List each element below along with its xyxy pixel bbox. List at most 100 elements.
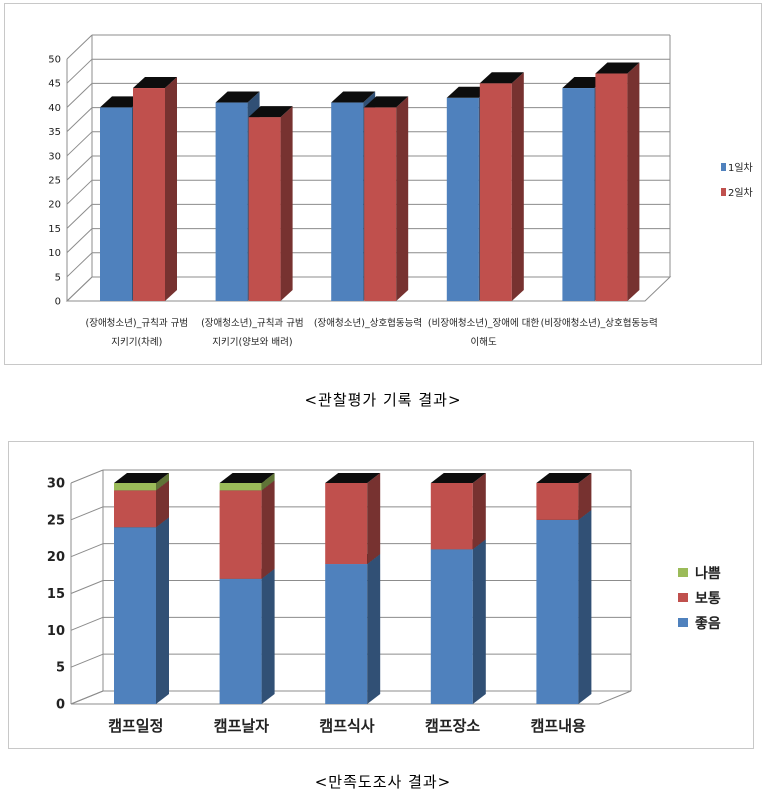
x-tick-label: (장애청소년)_상호협동능력 — [314, 317, 422, 329]
x-tick-label-line: 지키기(양보와 배려) — [212, 336, 292, 348]
floor — [70, 690, 632, 705]
bar-2-4 — [479, 72, 524, 301]
bar-2-3-top — [325, 473, 381, 483]
x-tick-label-line: (장애청소년)_규칙과 규범 — [201, 318, 304, 329]
caption-observation: <관찰평가 기록 결과> — [304, 391, 462, 409]
bar-2-4-side — [472, 473, 486, 550]
caption-satisfaction: <만족도조사 결과> — [314, 773, 452, 791]
y-tick-label: 0 — [55, 297, 61, 308]
bar-1-4-front — [446, 97, 479, 301]
bar-2-1 — [133, 77, 177, 301]
bar-2-4-top — [479, 72, 524, 84]
bar-2-4 — [430, 473, 486, 550]
bar-2-5-side — [627, 62, 640, 301]
bar-1-3-front — [325, 564, 368, 704]
bar-2-3-front — [325, 483, 368, 565]
y-tick-label: 15 — [48, 224, 61, 235]
bar-1-5-front — [562, 88, 595, 301]
gridline-diag — [70, 616, 104, 631]
bar-1-2-top — [215, 91, 260, 103]
bar-2-4-side — [511, 72, 524, 301]
bar-2-3-top — [364, 96, 409, 108]
x-tick-label: (비장애청소년)_상호협동능력 — [541, 317, 658, 329]
bar-1-1-front — [100, 107, 132, 302]
bar-2-1-front — [114, 490, 156, 528]
y-tick-label: 50 — [48, 55, 61, 66]
bar-2-2 — [219, 480, 275, 579]
bar-2-5-front — [595, 73, 628, 302]
legend-swatch-1 — [721, 163, 726, 171]
y-tick-labels: 0 5 10 15 20 25 30 — [47, 477, 65, 713]
bar-2-5-top — [536, 473, 592, 483]
observation-chart: 0 5 10 15 20 25 30 35 40 45 50 (장애청소년)_규칙과 규범지키기(차례… — [48, 34, 753, 348]
bar-2-2-front — [219, 490, 262, 579]
gridline-diag — [66, 131, 93, 157]
legend-label-2: 2일차 — [728, 187, 753, 199]
bar-1-2-front — [219, 578, 262, 704]
y-tick-label: 0 — [56, 698, 65, 713]
bar-2-3 — [325, 473, 381, 565]
bar-2-5-front — [536, 483, 579, 520]
legend-swatch-2 — [721, 188, 726, 196]
x-tick-label: 캠프식사 — [319, 717, 374, 735]
bar-2-4-top — [430, 473, 486, 483]
bars — [100, 62, 640, 302]
gridline-diag — [66, 204, 93, 229]
bar-1-4-side — [472, 539, 486, 704]
y-tick-label: 5 — [56, 661, 65, 676]
bar-3-2-front — [219, 483, 262, 491]
legend-label-2: 보통 — [695, 591, 721, 607]
bar-1-2-side — [261, 568, 275, 704]
bar-1-1-side — [156, 517, 169, 704]
x-tick-label-line: (비장애청소년)_상호협동능력 — [541, 317, 658, 329]
y-tick-label: 40 — [48, 103, 61, 114]
bar-2-2-side — [280, 106, 293, 301]
bar-2-1-side — [156, 480, 169, 528]
bar-1-5-side — [578, 509, 592, 704]
bar-2-5-top — [595, 62, 640, 74]
bar-1-2-front — [215, 102, 248, 301]
bar-2-3-front — [364, 107, 397, 302]
bar-2-5-side — [578, 473, 592, 520]
bar-2-1-top — [133, 77, 177, 89]
chart-panel-observation: 0 5 10 15 20 25 30 35 40 45 50 (장애청소년)_규칙과 규범 지키기(차례… — [4, 3, 762, 365]
bar-1-3-front — [331, 102, 364, 301]
gridline-diag — [70, 653, 104, 668]
legend-label-1: 나쁨 — [695, 566, 721, 582]
bar-3-1-front — [114, 483, 156, 491]
bar-1-3-top — [331, 91, 376, 103]
x-tick-label-line: (장애청소년)_규칙과 규범 — [86, 318, 189, 329]
gridline-diag — [70, 543, 104, 558]
bar-3-2-top — [219, 473, 275, 483]
bar-2-4-front — [430, 483, 473, 550]
gridline-diag — [66, 252, 93, 278]
bar-2-1-front — [133, 88, 165, 301]
gridline-diag — [70, 469, 104, 484]
bar-2-3 — [364, 96, 409, 302]
x-tick-label-line: 이해도 — [470, 336, 496, 348]
x-tick-label-line: 지키기(차례) — [111, 336, 162, 348]
gridline-diag — [66, 155, 93, 181]
y-tick-label: 20 — [48, 200, 61, 211]
y-tick-label: 20 — [47, 550, 65, 565]
y-tick-label: 5 — [55, 272, 61, 283]
bar-1-3-side — [367, 554, 381, 704]
gridline-diag — [66, 58, 93, 84]
gridline-diag — [66, 228, 93, 253]
bar-3-1-side — [156, 473, 169, 491]
y-tick-labels: 0 5 10 15 20 25 30 35 40 45 50 — [48, 55, 61, 308]
bar-1-4 — [430, 539, 486, 704]
bar-2-5 — [595, 62, 640, 302]
legend: 1일차 2일차 — [721, 162, 753, 199]
x-tick-label: 캠프날자 — [214, 717, 269, 735]
legend-swatch-2 — [678, 593, 688, 602]
legend-swatch-3 — [678, 618, 688, 627]
gridline-diag — [66, 34, 93, 60]
bar-1-4-front — [430, 549, 473, 704]
bar-2-2-front — [248, 117, 281, 301]
